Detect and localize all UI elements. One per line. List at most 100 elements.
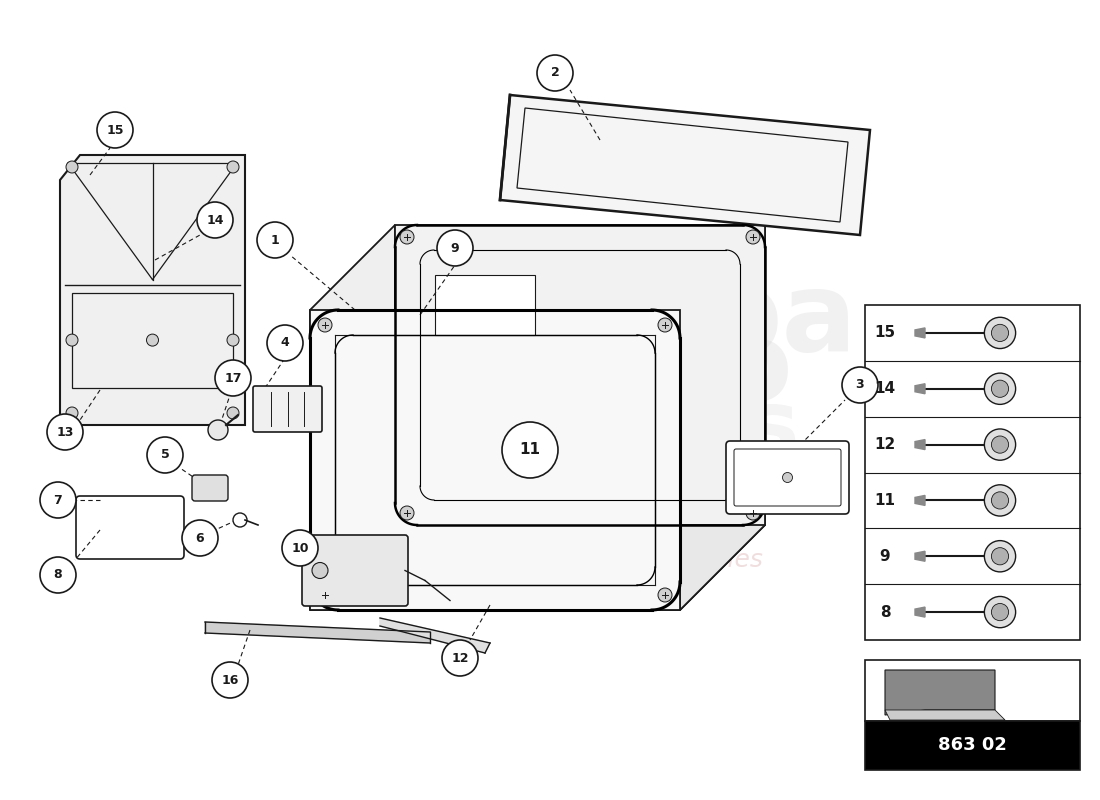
Text: 11: 11	[519, 442, 540, 458]
Circle shape	[984, 429, 1015, 460]
Circle shape	[991, 436, 1009, 453]
Polygon shape	[915, 439, 925, 450]
Circle shape	[257, 222, 293, 258]
Text: 16: 16	[221, 674, 239, 686]
Polygon shape	[310, 310, 680, 610]
Circle shape	[208, 420, 228, 440]
Polygon shape	[205, 622, 430, 643]
Circle shape	[658, 318, 672, 332]
Circle shape	[233, 513, 248, 527]
Circle shape	[214, 360, 251, 396]
Text: pa: pa	[703, 266, 857, 374]
Circle shape	[312, 562, 328, 578]
Bar	[865, 305, 1080, 640]
Text: since 1985: since 1985	[596, 486, 763, 514]
Text: 15: 15	[874, 326, 895, 341]
Text: 9: 9	[880, 549, 890, 564]
Circle shape	[537, 55, 573, 91]
Circle shape	[227, 407, 239, 419]
Polygon shape	[500, 95, 870, 235]
Text: 7: 7	[54, 494, 63, 506]
Circle shape	[40, 557, 76, 593]
Polygon shape	[680, 225, 764, 610]
Text: 13: 13	[56, 426, 74, 438]
Circle shape	[842, 367, 878, 403]
Bar	[865, 660, 1080, 721]
Polygon shape	[310, 225, 395, 610]
Circle shape	[227, 334, 239, 346]
Circle shape	[746, 506, 760, 520]
Text: 14: 14	[874, 382, 895, 396]
Polygon shape	[915, 495, 925, 506]
Polygon shape	[395, 225, 764, 525]
Circle shape	[991, 548, 1009, 565]
Circle shape	[658, 588, 672, 602]
Circle shape	[282, 530, 318, 566]
Circle shape	[984, 597, 1015, 628]
Text: 5: 5	[161, 449, 169, 462]
Polygon shape	[310, 525, 764, 610]
Text: 17: 17	[224, 371, 242, 385]
Circle shape	[47, 414, 82, 450]
Polygon shape	[886, 710, 1005, 720]
Text: 8: 8	[880, 605, 890, 619]
Text: a passion for Automobiles: a passion for Automobiles	[438, 548, 762, 572]
Circle shape	[991, 324, 1009, 342]
Circle shape	[782, 473, 792, 482]
Polygon shape	[915, 607, 925, 617]
Text: res: res	[640, 386, 800, 474]
Circle shape	[197, 202, 233, 238]
Text: 8: 8	[54, 569, 63, 582]
Text: 10: 10	[292, 542, 309, 554]
Polygon shape	[886, 670, 996, 715]
Polygon shape	[379, 618, 490, 653]
Circle shape	[991, 603, 1009, 621]
Text: 2: 2	[551, 66, 560, 79]
FancyBboxPatch shape	[192, 475, 228, 501]
Text: 14: 14	[207, 214, 223, 226]
Circle shape	[400, 230, 414, 244]
FancyBboxPatch shape	[76, 496, 184, 559]
Circle shape	[66, 161, 78, 173]
Circle shape	[984, 541, 1015, 572]
Text: 6: 6	[196, 531, 205, 545]
Circle shape	[212, 662, 248, 698]
Text: euro: euro	[507, 317, 793, 423]
Polygon shape	[915, 384, 925, 394]
Text: 11: 11	[874, 493, 895, 508]
Circle shape	[66, 334, 78, 346]
Circle shape	[267, 325, 303, 361]
Circle shape	[991, 380, 1009, 398]
Text: 3: 3	[856, 378, 865, 391]
Circle shape	[146, 334, 158, 346]
Circle shape	[502, 422, 558, 478]
Bar	[865, 721, 1080, 770]
Text: 9: 9	[451, 242, 460, 254]
FancyBboxPatch shape	[726, 441, 849, 514]
Text: 12: 12	[874, 437, 895, 452]
Circle shape	[97, 112, 133, 148]
Circle shape	[227, 161, 239, 173]
FancyBboxPatch shape	[253, 386, 322, 432]
Circle shape	[66, 407, 78, 419]
Polygon shape	[60, 155, 245, 425]
Circle shape	[182, 520, 218, 556]
Text: 12: 12	[451, 651, 469, 665]
Circle shape	[746, 230, 760, 244]
Bar	[434, 275, 535, 335]
Polygon shape	[915, 328, 925, 338]
FancyBboxPatch shape	[302, 535, 408, 606]
Circle shape	[318, 588, 332, 602]
Text: 1: 1	[271, 234, 279, 246]
Circle shape	[984, 485, 1015, 516]
Circle shape	[400, 506, 414, 520]
Circle shape	[991, 492, 1009, 509]
Circle shape	[147, 437, 183, 473]
Circle shape	[984, 318, 1015, 349]
Text: 4: 4	[280, 337, 289, 350]
Circle shape	[984, 373, 1015, 404]
Bar	[72, 293, 233, 388]
Circle shape	[40, 482, 76, 518]
Text: 863 02: 863 02	[938, 736, 1006, 754]
Circle shape	[318, 318, 332, 332]
